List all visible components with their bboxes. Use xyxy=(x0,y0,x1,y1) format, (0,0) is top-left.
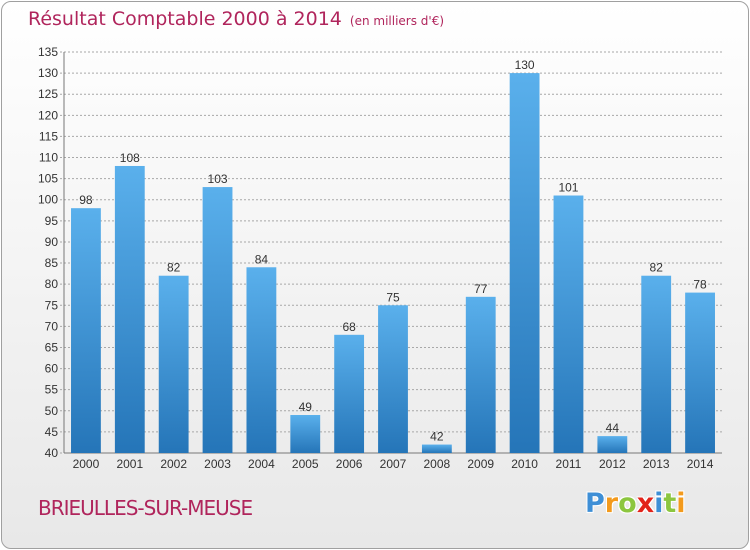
y-tick-label: 105 xyxy=(38,172,58,186)
data-label: 101 xyxy=(558,181,578,195)
y-tick-label: 130 xyxy=(38,66,58,80)
data-label: 77 xyxy=(474,282,488,296)
chart-title: Résultat Comptable 2000 à 2014 (en millie… xyxy=(28,8,444,30)
logo-letter: i xyxy=(654,488,664,519)
y-tick-label: 55 xyxy=(45,383,59,397)
bar-2006 xyxy=(334,334,365,453)
data-label: 75 xyxy=(386,290,400,304)
town-name: BRIEULLES-SUR-MEUSE xyxy=(38,496,253,520)
y-tick-label: 120 xyxy=(38,108,58,122)
y-tick-label: 110 xyxy=(39,151,58,165)
x-tick-label: 2012 xyxy=(599,457,626,471)
logo-letter: o xyxy=(618,488,637,519)
y-tick-label: 85 xyxy=(45,256,59,270)
x-tick-label: 2006 xyxy=(336,457,363,471)
data-label: 44 xyxy=(606,421,620,435)
data-label: 82 xyxy=(167,261,181,275)
chart-title-unit: (en milliers d'€) xyxy=(349,14,445,28)
logo-letter: t xyxy=(663,488,677,519)
data-label: 84 xyxy=(255,252,269,266)
logo-letter: x xyxy=(636,488,655,519)
x-tick-label: 2010 xyxy=(511,457,538,471)
x-tick-label: 2014 xyxy=(687,457,714,471)
x-tick-label: 2000 xyxy=(73,457,100,471)
x-tick-label: 2007 xyxy=(380,457,407,471)
y-tick-label: 75 xyxy=(45,298,59,312)
y-tick-label: 95 xyxy=(45,214,59,228)
x-tick-label: 2009 xyxy=(467,457,494,471)
x-tick-label: 2001 xyxy=(116,457,143,471)
y-tick-label: 65 xyxy=(45,340,59,354)
bar-2002 xyxy=(158,275,189,453)
y-tick-label: 115 xyxy=(39,129,58,143)
bar-2000 xyxy=(71,208,101,453)
data-label: 78 xyxy=(693,278,707,292)
logo-letter: r xyxy=(604,488,619,519)
x-tick-label: 2005 xyxy=(292,457,319,471)
proxiti-logo: Proxiti xyxy=(585,488,686,519)
data-label: 42 xyxy=(430,430,444,444)
y-tick-label: 100 xyxy=(38,193,58,207)
y-tick-label: 50 xyxy=(45,404,59,418)
bar-2001 xyxy=(114,165,145,453)
x-tick-label: 2008 xyxy=(424,457,451,471)
y-tick-label: 125 xyxy=(38,87,58,101)
bar-2007 xyxy=(378,305,408,453)
bar-2005 xyxy=(290,415,321,453)
data-label: 68 xyxy=(342,320,356,334)
chart-title-main: Résultat Comptable 2000 à 2014 xyxy=(28,8,342,30)
data-label: 103 xyxy=(208,172,228,186)
y-tick-label: 60 xyxy=(45,362,59,376)
bar-2003 xyxy=(202,187,233,454)
x-tick-label: 2003 xyxy=(204,457,231,471)
logo-letter: i xyxy=(676,488,686,519)
bar-2012 xyxy=(597,436,628,453)
y-tick-label: 80 xyxy=(45,277,59,291)
bar-2014 xyxy=(685,292,715,453)
bar-2008 xyxy=(421,444,452,453)
data-label: 98 xyxy=(79,193,93,207)
y-tick-label: 40 xyxy=(45,446,59,460)
x-tick-label: 2013 xyxy=(643,457,670,471)
bar-2010 xyxy=(509,73,540,454)
bar-2013 xyxy=(641,275,672,453)
x-tick-label: 2011 xyxy=(556,457,582,471)
y-tick-label: 70 xyxy=(45,319,59,333)
bar-2009 xyxy=(465,296,496,453)
bar-2004 xyxy=(246,267,277,453)
y-tick-label: 90 xyxy=(45,235,59,249)
data-label: 49 xyxy=(299,400,313,414)
data-label: 130 xyxy=(515,58,535,72)
x-tick-label: 2002 xyxy=(160,457,187,471)
x-tick-label: 2004 xyxy=(248,457,275,471)
bar-2011 xyxy=(553,195,584,453)
y-tick-label: 45 xyxy=(45,425,59,439)
logo-letter: P xyxy=(585,488,605,519)
data-label: 108 xyxy=(120,151,140,165)
y-tick-label: 135 xyxy=(38,45,58,59)
data-label: 82 xyxy=(650,261,664,275)
